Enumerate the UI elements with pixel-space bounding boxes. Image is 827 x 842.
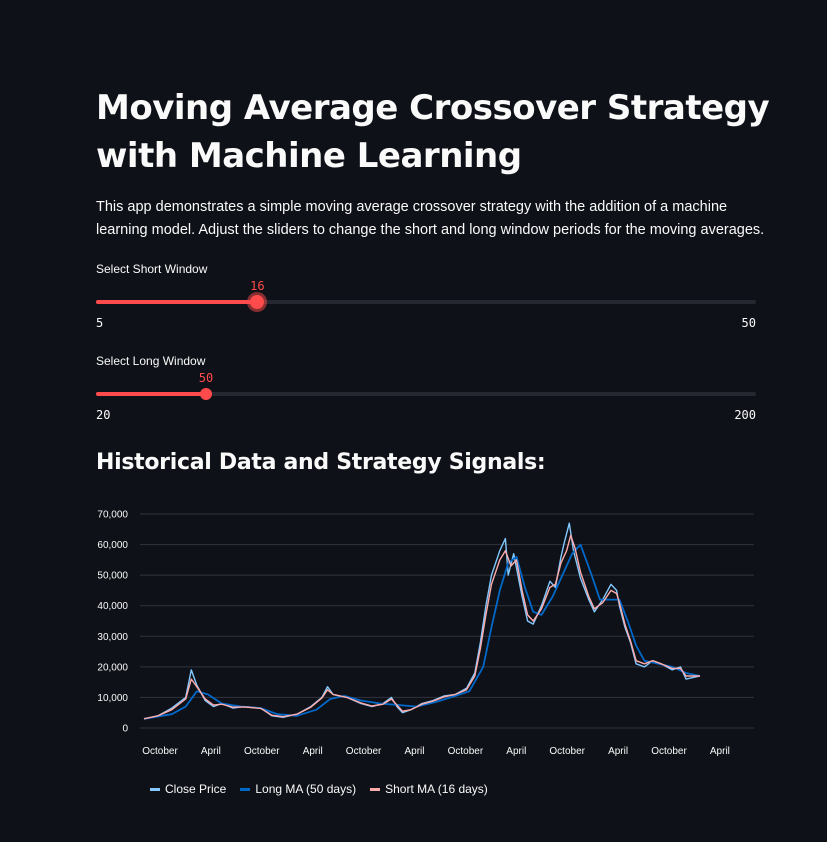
- slider-max-label: 50: [741, 316, 756, 330]
- section-title: Historical Data and Strategy Signals:: [96, 450, 546, 475]
- slider-thumb[interactable]: [200, 388, 212, 400]
- slider-label: Select Short Window: [96, 262, 208, 276]
- slider-fill: [96, 392, 206, 396]
- y-tick-label: 70,000: [97, 510, 128, 521]
- x-tick-label: April: [404, 746, 424, 757]
- y-tick-label: 30,000: [97, 632, 128, 643]
- x-tick-label: October: [346, 746, 382, 757]
- chart-legend: Close Price Long MA (50 days) Short MA (…: [150, 782, 488, 796]
- x-tick-label: April: [201, 746, 221, 757]
- y-tick-label: 60,000: [97, 540, 128, 551]
- legend-swatch: [370, 787, 381, 791]
- long-window-slider[interactable]: Select Long Window 50 20 200: [96, 354, 756, 434]
- page-title: Moving Average Crossover Strategy with M…: [96, 88, 770, 176]
- slider-label: Select Long Window: [96, 354, 206, 368]
- series-close-price: [143, 522, 701, 720]
- legend-item-short-ma[interactable]: Short MA (16 days): [370, 782, 488, 796]
- legend-label: Close Price: [165, 782, 227, 796]
- slider-min-label: 5: [96, 316, 104, 330]
- short-window-slider[interactable]: Select Short Window 16 5 50: [96, 262, 756, 342]
- intro-text: This app demonstrates a simple moving av…: [96, 199, 765, 238]
- slider-track[interactable]: [96, 388, 756, 400]
- legend-label: Long MA (50 days): [255, 782, 357, 796]
- y-tick-label: 10,000: [97, 693, 128, 704]
- slider-value: 16: [250, 279, 265, 293]
- legend-swatch: [240, 787, 251, 791]
- slider-max-label: 200: [734, 408, 756, 422]
- series-long-ma: [143, 543, 701, 720]
- slider-min-label: 20: [96, 408, 111, 422]
- legend-item-close[interactable]: Close Price: [150, 782, 226, 796]
- x-tick-label: October: [142, 746, 178, 757]
- y-tick-label: 20,000: [97, 662, 128, 673]
- price-chart[interactable]: 0 10,000 20,000 30,000 40,000 50,000 60,000 70,…: [96, 500, 760, 770]
- slider-value: 50: [198, 371, 214, 385]
- x-tick-label: October: [244, 746, 280, 757]
- y-tick-label: 40,000: [97, 601, 128, 612]
- legend-label: Short MA (16 days): [385, 782, 488, 796]
- slider-thumb[interactable]: [250, 295, 265, 309]
- x-tick-label: April: [303, 746, 323, 757]
- x-tick-label: October: [549, 746, 585, 757]
- legend-swatch: [150, 787, 160, 791]
- slider-fill: [96, 300, 258, 304]
- x-tick-label: October: [651, 746, 687, 757]
- x-tick-label: April: [506, 746, 526, 757]
- slider-track[interactable]: [96, 295, 756, 309]
- legend-item-long-ma[interactable]: Long MA (50 days): [240, 782, 356, 796]
- x-tick-label: October: [448, 746, 484, 757]
- x-tick-label: April: [710, 746, 730, 757]
- x-tick-label: April: [608, 746, 628, 757]
- y-tick-label: 0: [122, 724, 128, 735]
- y-tick-label: 50,000: [97, 571, 128, 582]
- series-short-ma: [143, 534, 700, 720]
